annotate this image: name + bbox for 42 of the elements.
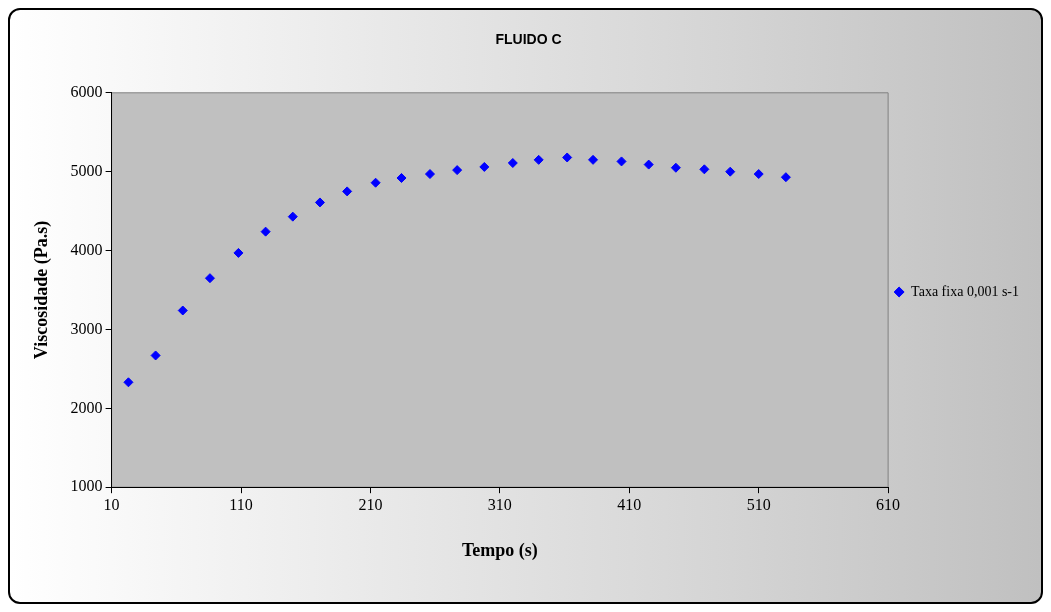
x-axis-title: Tempo (s) xyxy=(461,539,538,561)
point xyxy=(123,377,134,388)
point xyxy=(562,152,573,163)
point xyxy=(287,211,298,222)
point xyxy=(670,162,681,173)
y-tick-label: 1000 xyxy=(70,477,103,495)
x-tick-label: 210 xyxy=(358,496,383,513)
point xyxy=(150,350,161,361)
x-tick-label: 610 xyxy=(876,496,901,513)
point xyxy=(370,177,381,188)
y-tick-label: 6000 xyxy=(70,83,103,100)
legend-label: Taxa fixa 0,001 s-1 xyxy=(911,283,1020,299)
x-tick-label: 10 xyxy=(103,496,120,513)
point xyxy=(260,226,271,237)
point xyxy=(424,169,435,180)
point xyxy=(314,197,325,208)
y-tick-label: 5000 xyxy=(70,161,103,179)
point xyxy=(616,156,627,167)
point xyxy=(643,159,654,170)
x-tick-label: 310 xyxy=(487,496,512,513)
point xyxy=(780,172,791,183)
point xyxy=(753,169,764,180)
point xyxy=(342,186,353,197)
point xyxy=(204,273,215,284)
point xyxy=(533,154,544,165)
point xyxy=(233,247,244,258)
y-tick-label: 4000 xyxy=(70,240,103,258)
point xyxy=(507,158,518,168)
x-tick-label: 510 xyxy=(746,496,771,513)
point xyxy=(588,154,599,165)
x-tick-label: 410 xyxy=(617,496,642,513)
point xyxy=(177,305,188,316)
y-tick-label: 2000 xyxy=(70,398,103,416)
y-axis-title: Viscosidade (Pa.s) xyxy=(31,220,53,360)
chart-title: FLUIDO C xyxy=(495,31,562,48)
point xyxy=(725,166,736,177)
y-tick-label: 3000 xyxy=(70,319,103,337)
point xyxy=(396,172,407,183)
point xyxy=(479,161,490,172)
point xyxy=(699,164,710,175)
point xyxy=(452,165,463,176)
x-tick-label: 110 xyxy=(229,496,253,513)
